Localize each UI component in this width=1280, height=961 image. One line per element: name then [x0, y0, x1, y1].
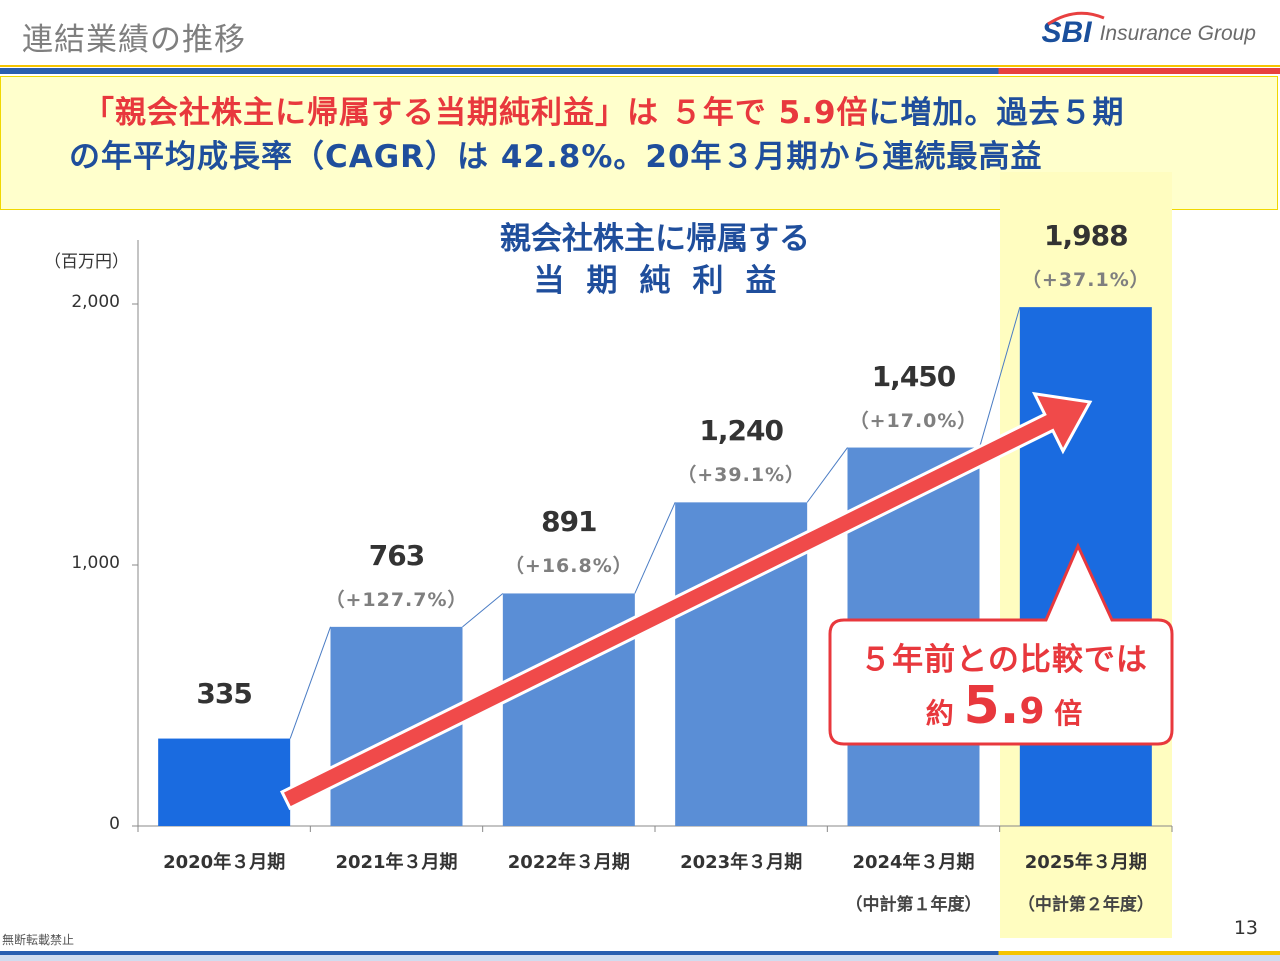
value-label: 763	[368, 538, 425, 572]
chart-title-line-1: 親会社株主に帰属する	[500, 221, 810, 257]
chart-title-line-2: 当期純利益	[533, 263, 799, 299]
x-label: 2025年３月期	[1024, 852, 1147, 873]
headline-box: 「親会社株主に帰属する当期純利益」は ５年で 5.9倍に増加。過去５期 の年平均…	[0, 76, 1278, 210]
callout-line-1: ５年前との比較では	[860, 642, 1148, 678]
callout-suffix: 倍	[1044, 697, 1083, 730]
connector-line	[289, 626, 331, 739]
connector-line	[634, 502, 676, 594]
y-tick-label: 2,000	[71, 292, 120, 312]
x-label: 2020年３月期	[163, 852, 286, 873]
growth-label: （+16.8%）	[504, 555, 633, 578]
header-rule-accent	[0, 65, 1280, 67]
y-tick-label: 1,000	[71, 553, 120, 573]
headline-years: ５年で	[670, 95, 779, 131]
y-axis-unit: （百万円）	[44, 252, 129, 272]
value-label: 1,988	[1044, 219, 1129, 253]
x-label: 2023年３月期	[680, 852, 803, 873]
headline-multiple: 5.9倍	[778, 95, 869, 131]
footer-rule	[0, 951, 1280, 955]
x-label: 2022年３月期	[507, 852, 630, 873]
header-rule	[0, 68, 1280, 74]
headline-line-1: 「親会社株主に帰属する当期純利益」は ５年で 5.9倍に増加。過去５期	[83, 87, 1125, 132]
page-number: 13	[1233, 917, 1258, 939]
connector-line	[979, 306, 1021, 448]
page-title: 連結業績の推移	[22, 22, 246, 58]
chart-title: 親会社株主に帰属する 当期純利益	[475, 218, 835, 302]
logo-text: Insurance Group	[1099, 22, 1256, 45]
value-label: 1,450	[871, 359, 957, 393]
footer-rule-light	[0, 955, 1280, 961]
bar-2020年３月期	[158, 738, 291, 826]
footer-note: 無断転載禁止	[2, 933, 75, 947]
value-label: 335	[196, 676, 252, 710]
headline-text-cont: に増加。過去５期	[868, 95, 1125, 131]
x-sub-label: （中計第１年度）	[845, 895, 982, 915]
connector-line	[806, 447, 848, 503]
x-label: 2021年３月期	[335, 852, 458, 873]
callout-box	[828, 542, 1174, 746]
growth-arrow	[279, 391, 1093, 811]
headline-text: 「親会社株主に帰属する当期純利益」は	[83, 95, 671, 131]
callout-value-small: 9	[1019, 691, 1045, 732]
y-tick-label: 0	[109, 814, 120, 834]
sbi-logo: SBI Insurance Group	[1042, 11, 1256, 50]
logo-brand: SBI	[1042, 11, 1105, 50]
callout-line-2: 約 5.9 倍	[836, 676, 1172, 736]
growth-label: （+17.0%）	[849, 409, 978, 432]
callout-value-big: 5.	[963, 676, 1020, 736]
value-label: 891	[541, 505, 597, 539]
logo-swoosh-icon	[1046, 11, 1105, 26]
connector-line	[462, 593, 504, 628]
x-sub-label: （中計第２年度）	[1017, 895, 1154, 915]
growth-label: （+39.1%）	[677, 464, 806, 487]
callout-prefix: 約	[925, 697, 964, 730]
growth-label: （+127.7%）	[325, 588, 468, 611]
x-label: 2024年３月期	[852, 852, 975, 873]
value-label: 1,240	[699, 414, 784, 448]
growth-arrow-shape	[279, 391, 1093, 811]
growth-label: （+37.1%）	[1021, 269, 1150, 292]
headline-line-2: の年平均成長率（CAGR）は 42.8%。20年３月期から連続最高益	[69, 139, 1043, 175]
